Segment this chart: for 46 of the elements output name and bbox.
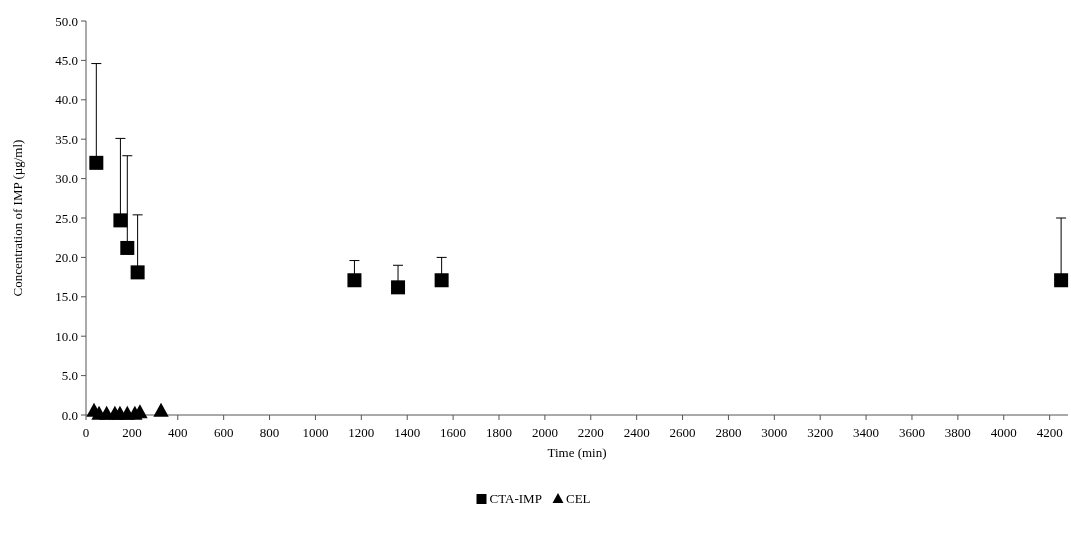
x-tick-label: 0 [82, 425, 90, 440]
point [1054, 273, 1069, 288]
legend-label: CEL [566, 491, 591, 506]
x-tick-label: 1200 [348, 425, 375, 440]
x-tick-label: 4000 [990, 425, 1017, 440]
x-tick-label: 2200 [577, 425, 604, 440]
point [113, 213, 128, 228]
legend-label: CTA-IMP [489, 491, 542, 506]
x-tick-label: 3400 [853, 425, 880, 440]
x-tick-label: 3800 [944, 425, 971, 440]
y-tick-label: 5.0 [61, 368, 78, 384]
x-axis-title: Time (min) [547, 445, 607, 460]
point [130, 265, 145, 280]
x-tick-label: 200 [122, 425, 142, 440]
x-tick-label: 1600 [440, 425, 467, 440]
point [89, 155, 104, 170]
y-tick-label: 40.0 [55, 92, 78, 108]
y-tick-label: 25.0 [55, 210, 78, 226]
y-tick-label: 30.0 [55, 171, 78, 187]
point [120, 240, 135, 255]
y-tick-label: 10.0 [55, 328, 78, 344]
point [153, 402, 169, 417]
y-tick-label: 0.0 [61, 407, 78, 423]
point [391, 280, 406, 295]
y-tick-label: 15.0 [55, 289, 78, 305]
x-tick-label: 2600 [669, 425, 696, 440]
x-tick-label: 3000 [761, 425, 788, 440]
point [434, 273, 449, 288]
x-tick-label: 1000 [302, 425, 329, 440]
x-tick-label: 400 [168, 425, 188, 440]
y-tick-label: 35.0 [55, 131, 78, 147]
y-tick-label: 20.0 [55, 249, 78, 265]
point [347, 273, 362, 288]
x-tick-label: 600 [213, 425, 234, 440]
x-tick-label: 3600 [898, 425, 925, 440]
x-tick-label: 2800 [715, 425, 742, 440]
x-tick-label: 4200 [1036, 425, 1063, 440]
y-axis-title: Concentration of IMP (µg/ml) [10, 139, 25, 297]
x-tick-label: 1400 [394, 425, 421, 440]
x-tick-label: 3200 [807, 425, 834, 440]
x-tick-label: 800 [259, 425, 280, 440]
x-tick-label: 2000 [531, 425, 558, 440]
x-tick-label: 1800 [485, 425, 512, 440]
y-tick-label: 45.0 [55, 52, 78, 68]
x-tick-label: 2400 [623, 425, 650, 440]
y-tick-label: 50.0 [55, 13, 78, 29]
